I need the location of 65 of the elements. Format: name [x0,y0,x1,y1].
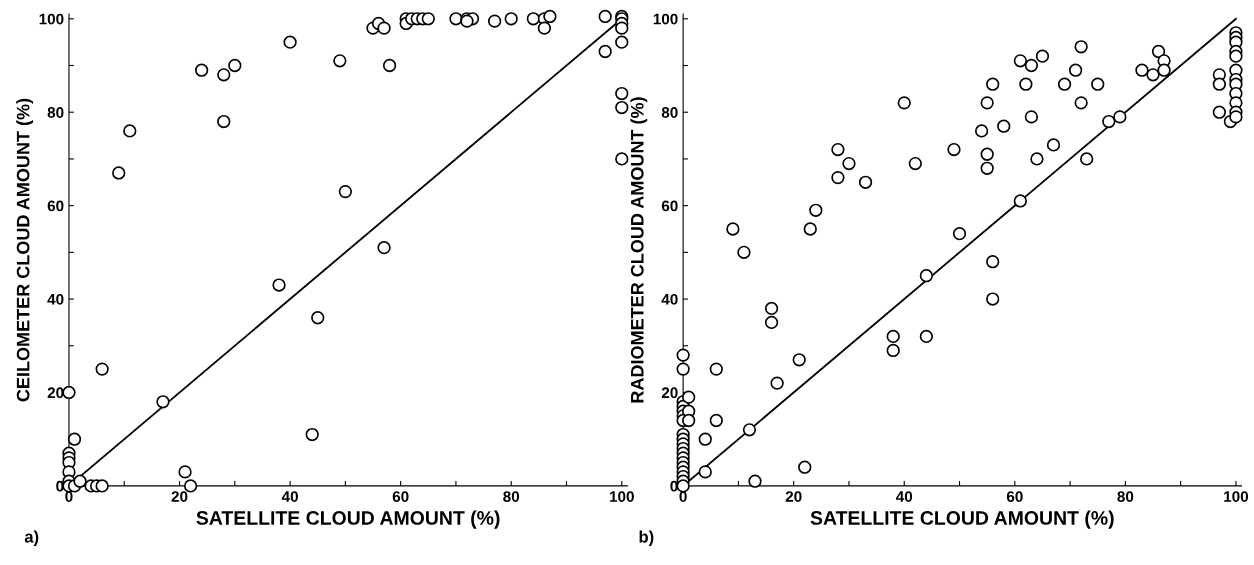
x-tick-label: 20 [171,491,188,502]
x-tick-label: 20 [785,491,802,502]
point [377,241,391,255]
point [123,124,137,138]
point [194,63,209,77]
y-tick-label: 40 [47,293,64,305]
point [615,21,629,35]
point [615,152,629,166]
point [283,35,297,49]
point [217,114,231,129]
y-tick-label: 60 [661,200,678,212]
y-axis-title: RADIOMETER CLOUD AMOUNT (%) [630,97,648,403]
point [95,362,109,376]
x-tick-label: 40 [895,491,913,502]
y-tick-label: 80 [47,107,64,118]
point [73,474,87,488]
y-tick-label: 60 [47,200,64,212]
y-tick-label: 80 [661,107,678,118]
point [449,12,463,26]
y-tick-label: 20 [47,387,64,399]
x-tick-label: 40 [281,491,298,502]
point [421,12,435,26]
y-axis-title: CEILOMETER CLOUD AMOUNT (%) [16,98,34,402]
point [333,54,347,68]
point [112,166,126,180]
point [504,12,518,26]
point [95,479,109,493]
point [156,395,170,409]
y-tick-label: 0 [56,480,64,492]
point [305,427,319,442]
point [178,465,192,479]
x-axis-title: SATELLITE CLOUD AMOUNT (%) [196,510,500,529]
x-tick-label: 60 [392,491,409,502]
x-tick-label: 80 [503,491,520,502]
point [62,385,76,400]
y-tick-label: 100 [39,13,64,25]
x-tick-label: 100 [609,491,634,502]
point [543,9,557,24]
x-tick-label: 80 [1117,491,1134,502]
x-tick-label: 100 [1224,491,1249,502]
x-tick-label: 60 [1006,491,1023,502]
point [537,21,552,35]
point [598,44,612,59]
y-tick-label: 100 [653,13,678,25]
text: a) [24,530,39,546]
point [272,278,286,292]
point [183,479,198,493]
text: b) [639,530,654,546]
y-tick-label: 40 [661,293,678,305]
x-axis-title: SATELLITE CLOUD AMOUNT (%) [810,510,1114,529]
point [615,100,629,115]
point [338,184,353,199]
point [217,68,231,82]
point [382,58,397,73]
point [615,35,629,49]
point [377,21,391,35]
point [311,311,325,325]
point [487,14,502,28]
point [526,12,540,26]
point [228,58,242,73]
point [598,9,612,24]
y-tick-label: 20 [661,387,678,399]
point [615,86,629,101]
x-tick-label: 0 [65,491,73,502]
point [67,432,82,446]
